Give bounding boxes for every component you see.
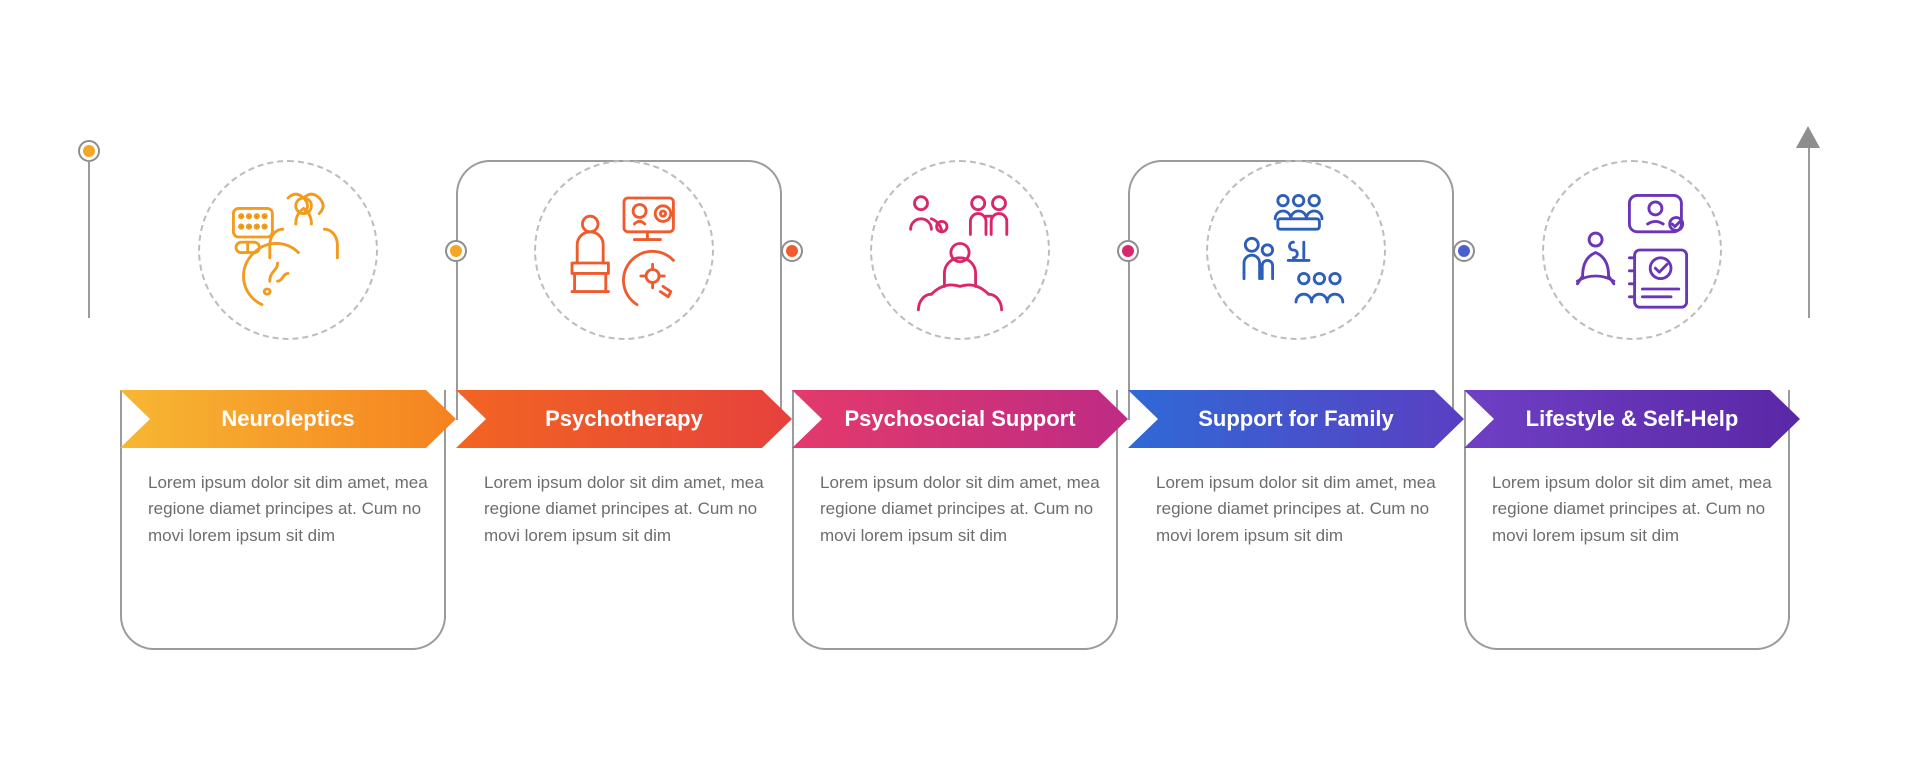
timeline-end-arrow-icon xyxy=(1796,126,1820,148)
icon-circle xyxy=(1206,160,1386,340)
icon-circle xyxy=(1542,160,1722,340)
icon-circle xyxy=(870,160,1050,340)
icon-circle xyxy=(198,160,378,340)
step-description: Lorem ipsum dolor sit dim amet, mea regi… xyxy=(820,470,1100,549)
family-group-icon xyxy=(1231,185,1361,315)
step-description: Lorem ipsum dolor sit dim amet, mea regi… xyxy=(484,470,764,549)
infographic-container: Neuroleptics Lorem ipsum dolor sit dim a… xyxy=(120,100,1800,660)
step-psychotherapy: Psychotherapy Lorem ipsum dolor sit dim … xyxy=(456,100,792,660)
arrow-label: Neuroleptics xyxy=(120,390,456,448)
timeline-end-stem xyxy=(1808,148,1810,318)
meditation-checklist-icon xyxy=(1567,185,1697,315)
therapy-session-icon xyxy=(559,185,689,315)
arrow-label: Psychosocial Support xyxy=(792,390,1128,448)
arrow-label: Psychotherapy xyxy=(456,390,792,448)
step-psychosocial: Psychosocial Support Lorem ipsum dolor s… xyxy=(792,100,1128,660)
arrow-banner: Lifestyle & Self-Help xyxy=(1464,390,1800,448)
step-lifestyle: Lifestyle & Self-Help Lorem ipsum dolor … xyxy=(1464,100,1800,660)
timeline-start-dot xyxy=(78,140,100,162)
community-support-icon xyxy=(895,185,1025,315)
timeline-start-stem xyxy=(88,160,90,318)
step-description: Lorem ipsum dolor sit dim amet, mea regi… xyxy=(148,470,428,549)
arrow-banner: Psychosocial Support xyxy=(792,390,1128,448)
arrow-banner: Psychotherapy xyxy=(456,390,792,448)
arrow-label: Support for Family xyxy=(1128,390,1464,448)
step-description: Lorem ipsum dolor sit dim amet, mea regi… xyxy=(1492,470,1772,549)
pills-care-icon xyxy=(223,185,353,315)
arrow-label: Lifestyle & Self-Help xyxy=(1464,390,1800,448)
step-family-support: Support for Family Lorem ipsum dolor sit… xyxy=(1128,100,1464,660)
arrow-banner: Support for Family xyxy=(1128,390,1464,448)
step-description: Lorem ipsum dolor sit dim amet, mea regi… xyxy=(1156,470,1436,549)
step-neuroleptics: Neuroleptics Lorem ipsum dolor sit dim a… xyxy=(120,100,456,660)
timeline-start-dot-fill xyxy=(83,145,95,157)
arrow-banner: Neuroleptics xyxy=(120,390,456,448)
icon-circle xyxy=(534,160,714,340)
